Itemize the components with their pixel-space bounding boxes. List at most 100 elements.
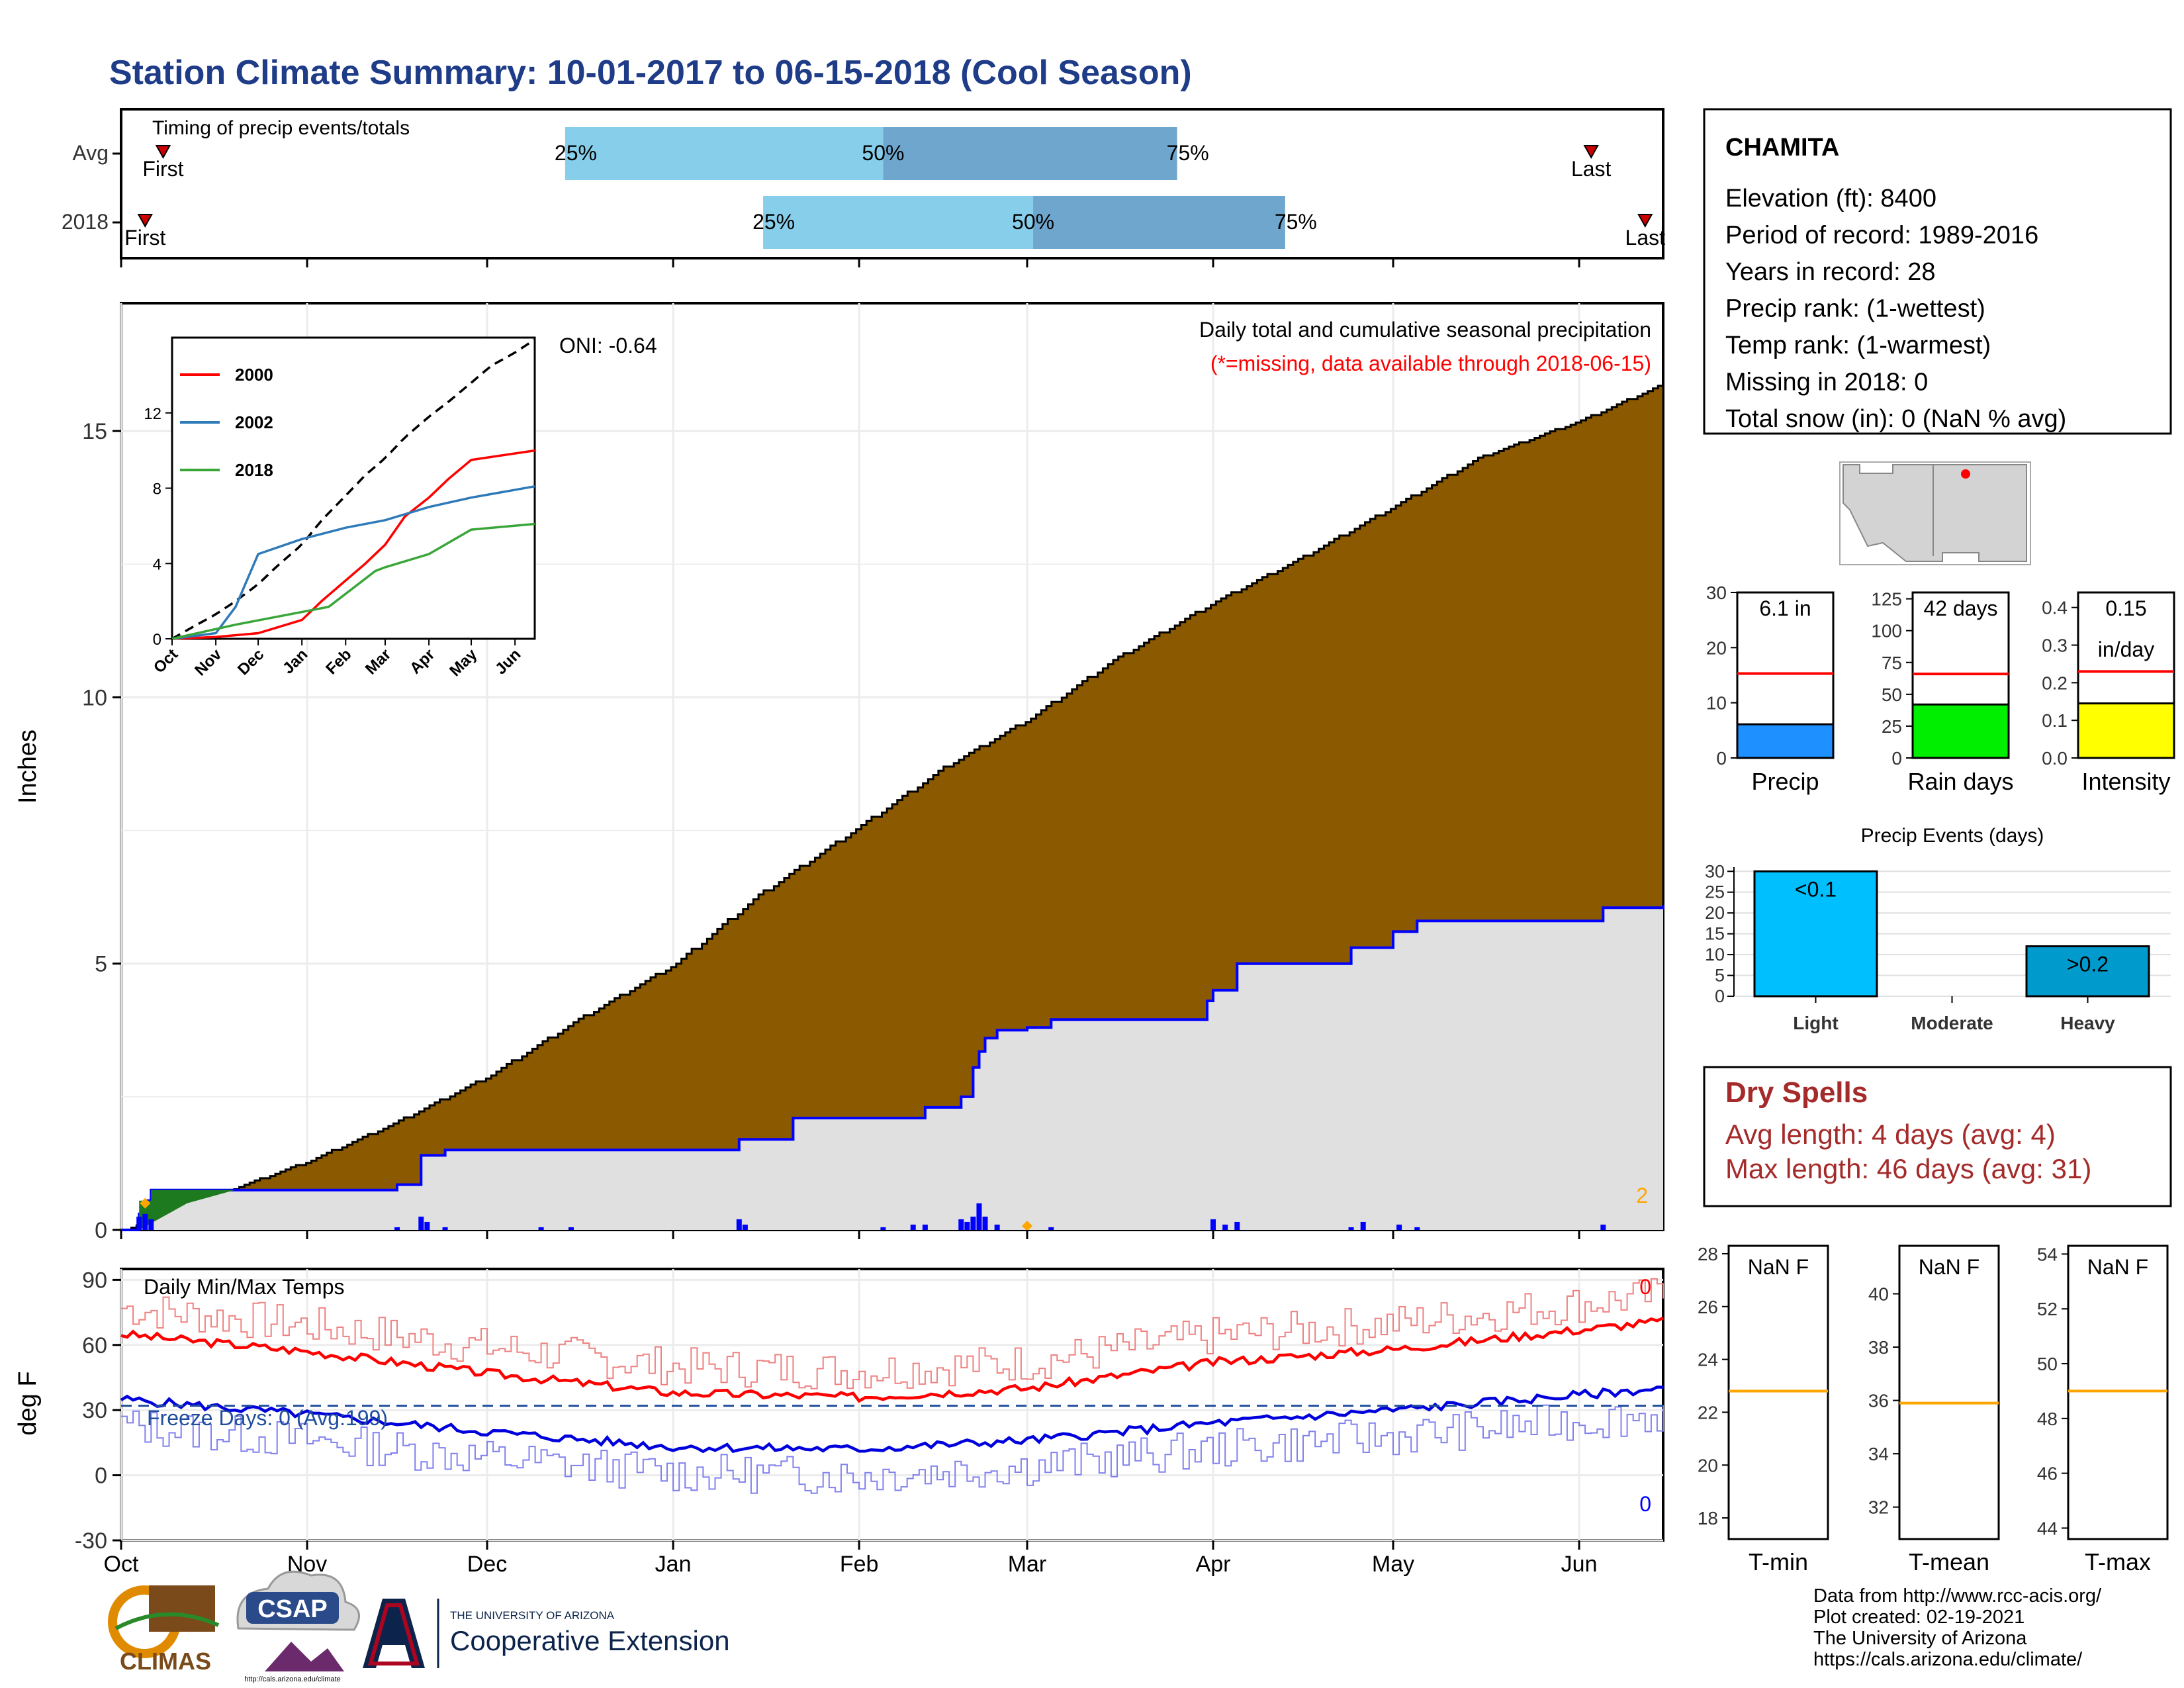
inset-y-tick-label: 8 <box>153 481 161 498</box>
daily-precip-bar <box>442 1227 448 1230</box>
summary-bar-tick-label: 0.0 <box>2042 748 2068 769</box>
first-event-marker <box>137 214 153 228</box>
summary-bar-value-text2: in/day <box>2098 637 2154 661</box>
precip-area-layers <box>121 383 1664 1231</box>
cumulative-2018-line <box>121 905 1664 1231</box>
climas-logo: CLIMAS <box>108 1585 220 1675</box>
month-tick-label: Dec <box>467 1552 507 1577</box>
temperature-summary-boxes: NaN F T-min 18 20 22 24 26 28 NaN F T-mean 32 34 36 3… <box>1698 1244 2169 1575</box>
events-y-tick-label: 25 <box>1705 882 1725 902</box>
summary-bar-tick-label: 0.1 <box>2042 710 2068 731</box>
summary-bar-tick-label: 50 <box>1882 684 1902 705</box>
precip-legend-line2: (*=missing, data available through 2018-… <box>1210 352 1651 375</box>
month-tick-label: Feb <box>840 1552 879 1577</box>
temperature-panel: -30 0 30 60 90 Daily Min/Max Temps Freeze Da… <box>14 1268 1664 1554</box>
summary-bar-value <box>2077 702 2175 759</box>
dry-spells-max: Max length: 46 days (avg: 31) <box>1725 1153 2091 1184</box>
events-category-label: Light <box>1793 1013 1838 1033</box>
month-x-axis: Oct Nov Dec Jan Feb Mar Apr May Jun <box>104 258 1597 1577</box>
temp-box-tick-label: 46 <box>2037 1464 2058 1484</box>
page-title: Station Climate Summary: 10-01-2017 to 0… <box>109 54 1192 92</box>
daily-precip-bar <box>1414 1227 1420 1230</box>
credit-line: The University of Arizona <box>1813 1628 2027 1649</box>
daily-precip-bar <box>1600 1224 1606 1230</box>
temp-box-tick-label: 20 <box>1698 1455 1718 1476</box>
precip-y-ticks: 0 5 10 15 <box>82 419 121 1243</box>
dry-spells-avg: Avg length: 4 days (avg: 4) <box>1725 1119 2056 1150</box>
summary-bar-tick-label: 30 <box>1706 583 1727 603</box>
daily-precip-bar <box>568 1227 574 1230</box>
ua-logo-line2: Cooperative Extension <box>450 1625 730 1656</box>
temp-box-tick-label: 28 <box>1698 1244 1718 1264</box>
temp-box-tick-label: 22 <box>1698 1402 1718 1423</box>
station-info-line: Total snow (in): 0 (NaN % avg) <box>1725 405 2066 433</box>
daily-precip-bar <box>1222 1224 1228 1230</box>
temp-box-tick-label: 44 <box>2037 1518 2058 1538</box>
inset-series-line <box>171 522 535 640</box>
temp-box-value: NaN F <box>2087 1255 2148 1279</box>
month-tick-label: Jan <box>655 1552 692 1577</box>
temp-y-tick-label: 0 <box>95 1464 107 1489</box>
events-category-label: Moderate <box>1911 1013 1993 1033</box>
temperature-content: -30 0 30 60 90 <box>75 1268 1664 1554</box>
events-bar-label: <0.1 <box>1795 877 1837 901</box>
month-tick-label: Oct <box>104 1552 139 1577</box>
temp-box-label: T-max <box>2085 1548 2151 1575</box>
timing-label-25: 25% <box>752 210 795 234</box>
daily-precip-bar <box>880 1227 886 1230</box>
month-tick-label: May <box>1372 1552 1414 1577</box>
credit-line: Data from http://www.rcc-acis.org/ <box>1813 1585 2102 1607</box>
station-info-line: Period of record: 1989-2016 <box>1725 222 2038 250</box>
daily-precip-bar <box>982 1216 988 1230</box>
station-info-line: Missing in 2018: 0 <box>1725 369 1928 397</box>
temp-box-frame <box>1898 1244 2000 1540</box>
inset-y-tick-label: 4 <box>153 555 161 573</box>
daily-precip-bar <box>994 1224 1000 1230</box>
location-map <box>1839 461 2031 565</box>
events-y-tick-label: 0 <box>1715 986 1725 1006</box>
daily-precip-bar <box>538 1227 544 1230</box>
daily-precip-bar <box>424 1221 430 1230</box>
precip-y-tick-label: 15 <box>82 419 107 444</box>
temp-box-tick-label: 26 <box>1698 1297 1718 1317</box>
summary-bar-label: Precip <box>1751 768 1819 795</box>
temp-y-tick-label: -30 <box>75 1528 107 1554</box>
daily-precip-bar <box>910 1224 916 1230</box>
daily-precip-bar <box>976 1203 982 1230</box>
summary-bar-tick-label: 0.2 <box>2042 673 2068 693</box>
timing-row-label: 2018 <box>62 210 109 234</box>
events-y-tick-label: 20 <box>1705 903 1725 923</box>
last-event-label: Last <box>1571 157 1612 181</box>
temp-box-tick-label: 24 <box>1698 1350 1718 1370</box>
events-y-tick-label: 30 <box>1705 861 1725 881</box>
temp-box-tick-label: 54 <box>2037 1244 2058 1264</box>
ua-logo: THE UNIVERSITY OF ARIZONA Cooperative Ex… <box>363 1599 730 1668</box>
station-info-lines: Elevation (ft): 8400 Period of record: 19… <box>1725 185 2066 433</box>
last-event-label: Last <box>1625 226 1666 250</box>
station-location-marker <box>1961 469 1970 479</box>
events-bar-label: >0.2 <box>2067 953 2109 976</box>
temp-box-tick-label: 32 <box>1868 1497 1889 1518</box>
daily-precip-bar <box>970 1216 976 1230</box>
timing-label-50: 50% <box>862 141 904 165</box>
summary-bar-value-text: 42 days <box>1923 596 1997 620</box>
precip-missing-marker <box>140 1197 151 1209</box>
inset-y-tick-label: 0 <box>153 631 161 649</box>
precip-right-count: 2 <box>1636 1184 1648 1207</box>
daily-precip-bar <box>1234 1221 1240 1230</box>
timing-label-75: 75% <box>1275 210 1317 234</box>
timing-label-50: 50% <box>1012 210 1054 234</box>
summary-bar-tick-label: 0 <box>1891 748 1902 769</box>
temp-y-tick-label: 60 <box>82 1333 107 1358</box>
csap-logo-url: http://cals.arizona.edu/climate <box>244 1675 341 1683</box>
station-info-box: CHAMITA Elevation (ft): 8400 Period of re… <box>1703 108 2172 435</box>
logos: CLIMAS CSAP http://cals.arizona.edu/clim… <box>108 1570 730 1683</box>
daily-precip-bar <box>964 1221 970 1230</box>
events-category-label: Heavy <box>2060 1013 2115 1033</box>
temp-box-tick-label: 52 <box>2037 1299 2058 1319</box>
